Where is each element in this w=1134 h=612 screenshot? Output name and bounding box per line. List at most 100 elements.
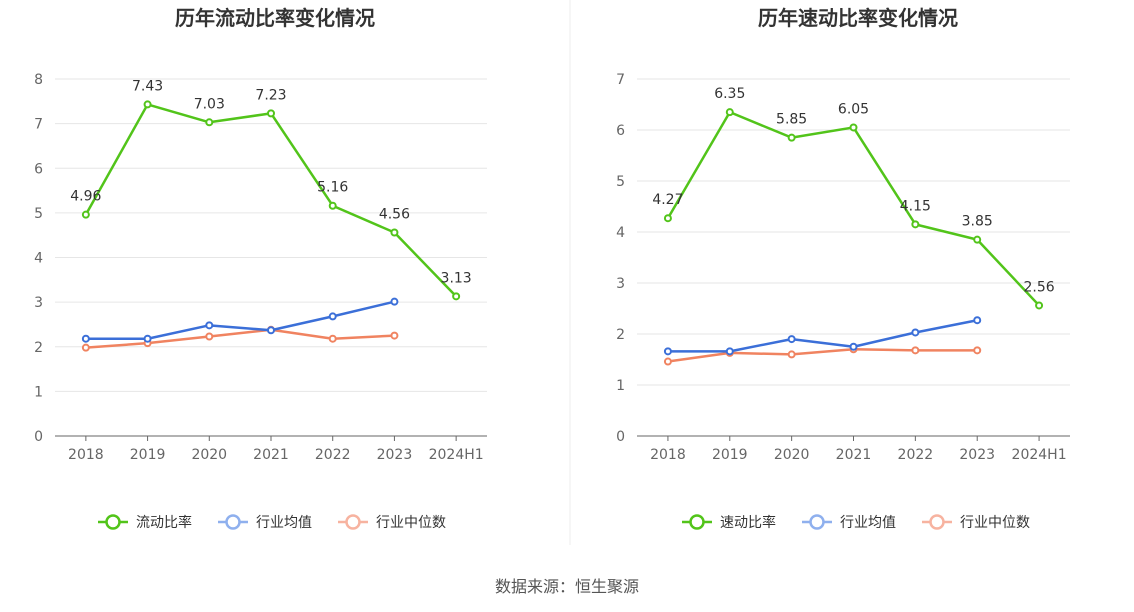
y-tick-label: 0	[616, 429, 625, 445]
y-tick-label: 6	[34, 161, 43, 177]
current-ratio-point[interactable]	[452, 292, 461, 301]
industry-median-point[interactable]	[911, 346, 920, 355]
x-tick-label: 2021	[253, 447, 289, 463]
data-label: 2.56	[1023, 279, 1054, 295]
legend-marker	[105, 514, 121, 530]
quick-ratio-point[interactable]	[911, 220, 920, 229]
legend-item-industry-avg[interactable]: 行业均值	[218, 514, 312, 531]
x-tick-label: 2023	[959, 447, 995, 463]
data-source: 数据来源：恒生聚源	[495, 577, 639, 596]
x-tick-label: 2018	[650, 447, 686, 463]
y-tick-label: 2	[34, 340, 43, 356]
y-tick-label: 1	[616, 378, 625, 394]
y-tick-label: 4	[616, 225, 625, 241]
current-ratio-point[interactable]	[205, 118, 214, 127]
data-label: 4.15	[900, 198, 931, 214]
industry-median-point[interactable]	[81, 343, 90, 352]
y-tick-label: 5	[616, 174, 625, 190]
legend-label: 流动比率	[136, 514, 192, 531]
data-label: 7.23	[255, 87, 286, 103]
x-tick-label: 2022	[315, 447, 351, 463]
current-ratio-point[interactable]	[328, 201, 337, 210]
data-label: 5.85	[776, 112, 807, 128]
y-tick-label: 1	[34, 384, 43, 400]
legend-label: 速动比率	[720, 514, 776, 531]
industry-avg-point[interactable]	[328, 312, 337, 321]
quick-ratio-point[interactable]	[1035, 301, 1044, 310]
industry-median-line	[85, 328, 395, 349]
industry-median-point[interactable]	[663, 357, 672, 366]
y-tick-label: 7	[34, 117, 43, 133]
quick-ratio-line	[666, 110, 1040, 307]
industry-avg-point[interactable]	[787, 335, 796, 344]
legend-item-quick-ratio[interactable]: 速动比率	[682, 514, 776, 531]
data-label: 7.03	[194, 96, 225, 112]
x-tick-label: 2019	[712, 447, 748, 463]
industry-median-line	[667, 348, 978, 363]
current-ratio-point[interactable]	[81, 210, 90, 219]
legend-item-current-ratio[interactable]: 流动比率	[98, 514, 192, 531]
legend-item-industry-median[interactable]: 行业中位数	[338, 514, 446, 531]
chart-title: 历年流动比率变化情况	[175, 6, 375, 30]
current-ratio-point[interactable]	[267, 109, 275, 118]
industry-avg-point[interactable]	[205, 321, 214, 330]
legend-marker	[225, 514, 241, 530]
industry-avg-point[interactable]	[267, 326, 275, 335]
quick-ratio-point[interactable]	[973, 235, 982, 244]
x-tick-label: 2022	[898, 447, 934, 463]
industry-avg-point[interactable]	[911, 328, 920, 337]
y-tick-label: 3	[616, 276, 625, 292]
industry-avg-point[interactable]	[81, 334, 90, 343]
industry-avg-point[interactable]	[390, 297, 399, 306]
y-tick-label: 7	[616, 72, 625, 88]
industry-median-point[interactable]	[205, 332, 214, 341]
industry-avg-point[interactable]	[973, 316, 982, 325]
legend-label: 行业中位数	[376, 515, 446, 531]
industry-median-point[interactable]	[787, 350, 796, 359]
quick-ratio-point[interactable]	[849, 123, 858, 132]
quick-ratio-chart: 历年速动比率变化情况 0 1 2 3 4 5 6 7 2018 2019 2020 2021 2022 20…	[616, 6, 1070, 531]
legend-item-industry-median[interactable]: 行业中位数	[922, 514, 1030, 531]
y-tick-label: 6	[616, 123, 625, 139]
quick-ratio-point[interactable]	[725, 108, 734, 117]
quick-ratio-point[interactable]	[663, 214, 672, 223]
industry-avg-point[interactable]	[663, 347, 672, 356]
y-tick-label: 3	[34, 295, 43, 311]
industry-avg-line	[85, 300, 395, 340]
industry-avg-point[interactable]	[849, 342, 858, 351]
industry-median-point[interactable]	[973, 346, 982, 355]
x-tick-label: 2023	[377, 447, 413, 463]
legend-item-industry-avg[interactable]: 行业均值	[802, 514, 896, 531]
y-tick-label: 8	[34, 72, 43, 88]
industry-median-point[interactable]	[390, 331, 399, 340]
data-label: 3.13	[441, 270, 472, 286]
legend-label: 行业均值	[256, 515, 312, 531]
legend-marker	[345, 514, 361, 530]
data-label: 4.27	[652, 192, 683, 208]
y-tick-label: 0	[34, 429, 43, 445]
x-tick-label: 2020	[774, 447, 810, 463]
industry-avg-point[interactable]	[725, 347, 734, 356]
current-ratio-point[interactable]	[390, 228, 399, 237]
x-tick-label: 2018	[68, 447, 104, 463]
x-tick-label: 2019	[130, 447, 166, 463]
quick-ratio-point[interactable]	[787, 133, 796, 142]
current-ratio-chart: 历年流动比率变化情况 0 1 2 3 4 5 6 7 8 2018 2019 2020 2021 2022 2…	[34, 6, 487, 531]
legend-marker	[689, 514, 705, 530]
data-label: 5.16	[317, 180, 348, 196]
y-tick-label: 4	[34, 251, 43, 267]
legend-marker	[929, 514, 945, 530]
x-tick-label: 2021	[836, 447, 872, 463]
data-label: 4.96	[70, 189, 101, 205]
x-tick-label: 2024H1	[429, 447, 484, 463]
data-label: 6.35	[714, 86, 745, 102]
y-tick-label: 5	[34, 206, 43, 222]
industry-avg-point[interactable]	[143, 334, 152, 343]
legend-label: 行业均值	[840, 515, 896, 531]
industry-median-point[interactable]	[328, 334, 337, 343]
data-label: 4.56	[379, 207, 410, 223]
legend-label: 行业中位数	[960, 515, 1030, 531]
data-label: 7.43	[132, 78, 163, 94]
current-ratio-point[interactable]	[143, 100, 152, 109]
